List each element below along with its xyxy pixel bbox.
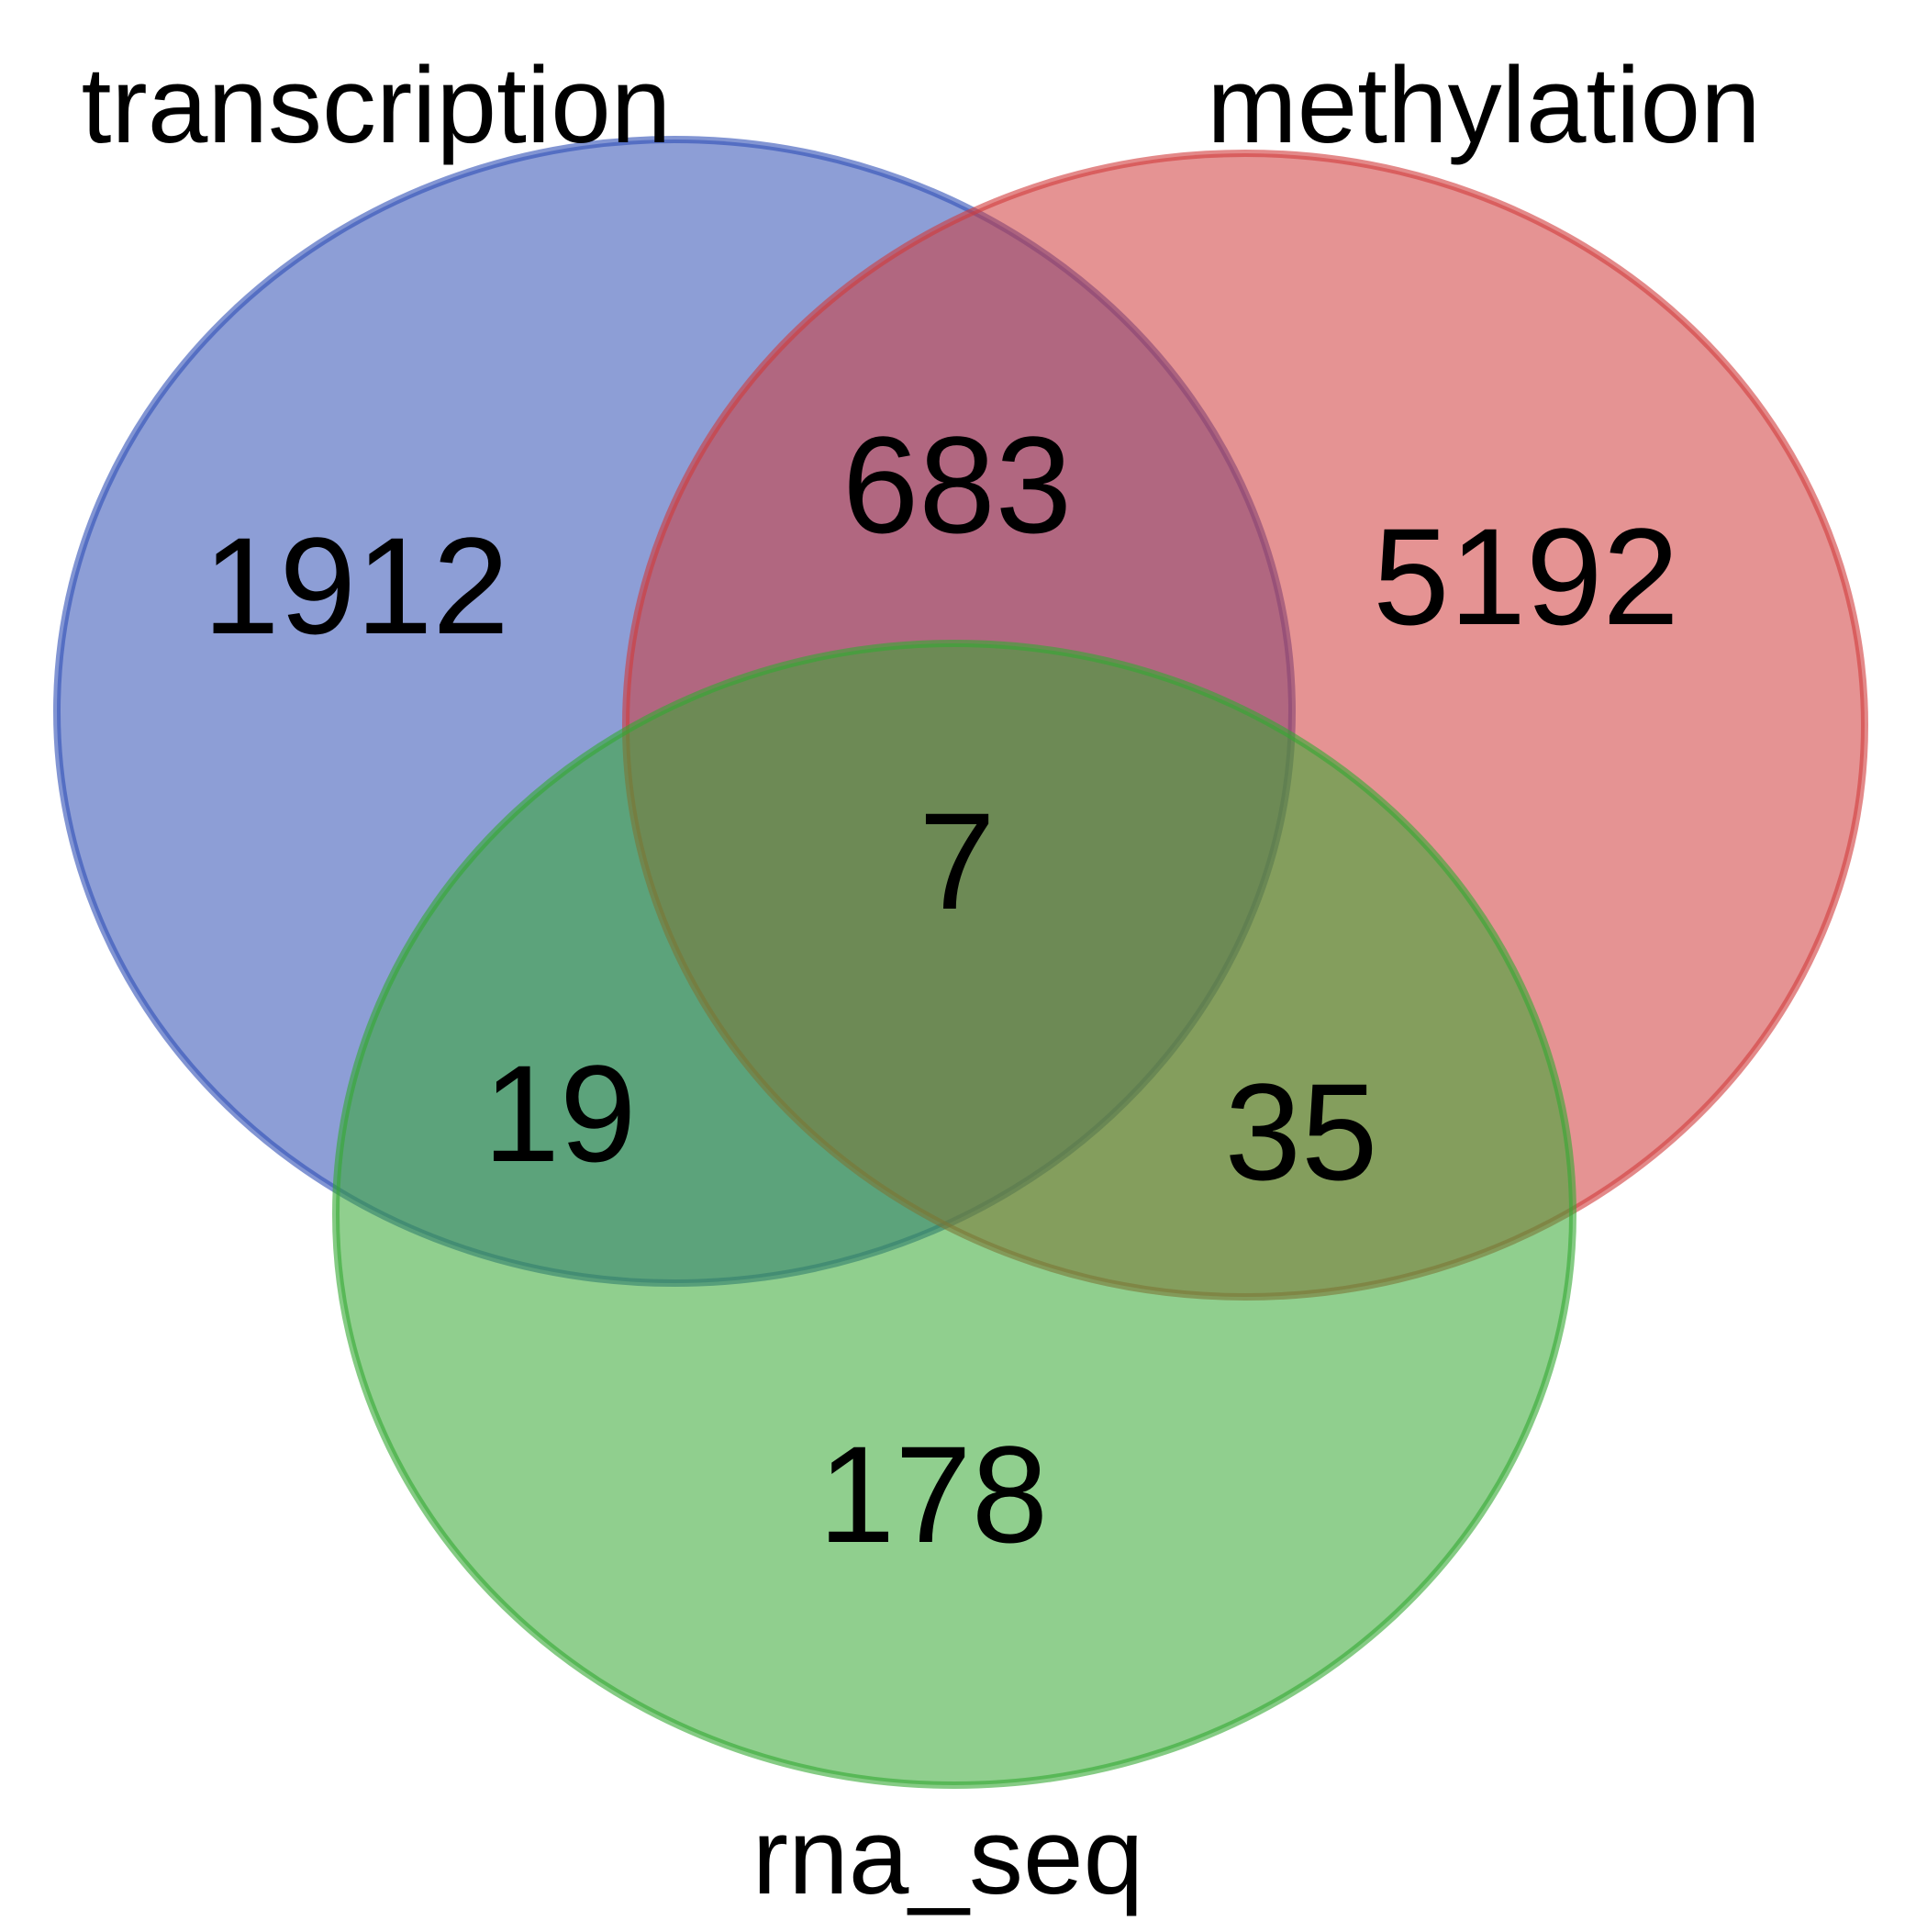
rna-seq-only-count: 178 (819, 1417, 1048, 1571)
all-three-count: 7 (919, 784, 995, 938)
rna-seq-set-label: rna_seq (752, 1796, 1143, 1917)
methylation-set-label: methylation (1207, 45, 1760, 166)
transcription-set-label: transcription (82, 45, 672, 166)
transcription-methylation-count: 683 (842, 408, 1072, 562)
transcription-only-count: 1912 (203, 508, 509, 663)
methylation-only-count: 5192 (1373, 499, 1679, 653)
transcription-rna-seq-count: 19 (484, 1036, 637, 1190)
methylation-rna-seq-count: 35 (1225, 1055, 1378, 1209)
rna-seq-set-circle (332, 640, 1576, 1789)
